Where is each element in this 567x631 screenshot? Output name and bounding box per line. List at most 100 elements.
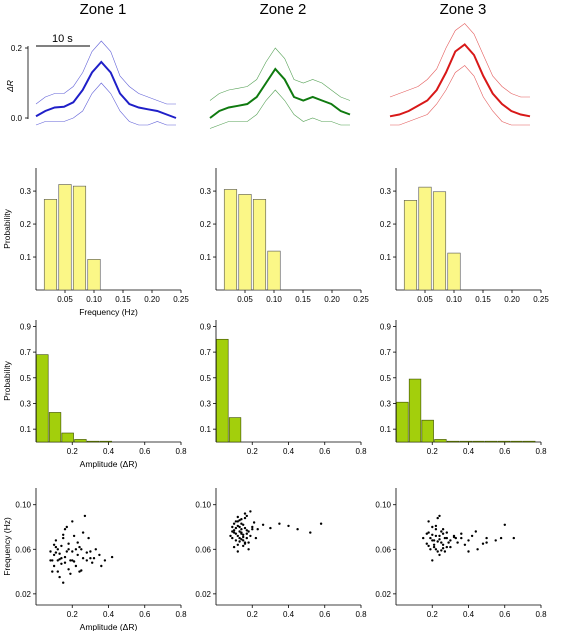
scatter-point bbox=[432, 545, 436, 549]
scatter-x-tick-label: 0.2 bbox=[67, 610, 79, 619]
freq-hist-y-tick-label: 0.2 bbox=[380, 220, 392, 229]
scatter-point bbox=[110, 555, 114, 559]
scatter-point bbox=[296, 528, 299, 531]
freq-hist-x-tick-label: 0.05 bbox=[417, 295, 433, 304]
scatter-x-axis-label: Amplitude (ΔR) bbox=[80, 622, 138, 631]
scatter-point bbox=[83, 514, 87, 518]
scatter-point bbox=[247, 548, 250, 551]
freq-hist-x-tick-label: 0.10 bbox=[86, 295, 102, 304]
scatter-point bbox=[243, 526, 247, 530]
amp-hist-bar bbox=[408, 378, 422, 443]
scatter-point bbox=[432, 539, 436, 542]
response-y-axis-label: ΔR bbox=[5, 80, 15, 93]
scatter-point bbox=[60, 557, 63, 560]
amp-hist-bar bbox=[61, 432, 74, 443]
scatter-point bbox=[245, 529, 248, 532]
scatter-point bbox=[460, 536, 463, 540]
amp-hist-bar bbox=[421, 419, 434, 443]
trace-mean-line bbox=[389, 43, 531, 118]
freq-hist-bar bbox=[418, 186, 432, 291]
scatter-point bbox=[443, 536, 447, 540]
freq-hist-bar bbox=[447, 252, 461, 291]
freq-hist-y-tick-label: 0.1 bbox=[380, 253, 392, 262]
scatter-point bbox=[242, 535, 245, 539]
frequency-histogram-row: 0.05 0.10 0.15 0.20 0.25 0.1 0.2 0.3 Probability… bbox=[2, 168, 549, 317]
amp-hist-bar bbox=[228, 417, 242, 443]
freq-hist-bar bbox=[72, 185, 87, 291]
scatter-point bbox=[240, 522, 243, 525]
scatter-point bbox=[231, 536, 234, 540]
scatter-point bbox=[236, 524, 239, 528]
scatter-point bbox=[240, 518, 243, 521]
scatter-point bbox=[49, 559, 52, 562]
scatter-point bbox=[429, 536, 432, 540]
scatter-point bbox=[441, 543, 445, 546]
amp-hist-y-tick-label: 0.5 bbox=[20, 374, 32, 383]
scatter-point bbox=[443, 550, 447, 553]
scatter-point bbox=[52, 553, 56, 557]
scatter-point bbox=[232, 529, 236, 532]
scatter-point bbox=[238, 519, 241, 522]
amp-hist-x-tick-label: 0.8 bbox=[355, 447, 367, 456]
scatter-x-tick-label: 0.8 bbox=[355, 610, 367, 619]
amp-hist-x-axis-label: Amplitude (ΔR) bbox=[80, 459, 138, 469]
freq-hist-x-tick-label: 0.25 bbox=[533, 295, 549, 304]
amp-hist-y-tick-label: 0.9 bbox=[200, 322, 212, 331]
amp-hist-bar bbox=[510, 440, 523, 443]
amp-hist-y-tick-label: 0.7 bbox=[20, 348, 32, 357]
amp-hist-bar bbox=[99, 440, 112, 443]
freq-hist-x-tick-label: 0.25 bbox=[353, 295, 369, 304]
scatter-point bbox=[447, 541, 450, 544]
scatter-point bbox=[85, 559, 89, 562]
amplitude-histogram-row: 0.2 0.4 0.6 0.8 0.1 0.3 0.5 0.7 0.9 Probability Am… bbox=[2, 320, 547, 469]
scatter-point bbox=[232, 531, 236, 534]
amp-hist-y-tick-label: 0.1 bbox=[20, 425, 32, 434]
scatter-point bbox=[252, 521, 256, 524]
trace-upper-bound bbox=[209, 47, 351, 101]
trace-lower-bound bbox=[209, 89, 350, 129]
amp-hist-x-tick-label: 0.8 bbox=[175, 447, 187, 456]
scatter-point bbox=[247, 541, 250, 544]
scatter-point bbox=[441, 547, 445, 550]
freq-hist-y-tick-label: 0.1 bbox=[200, 253, 212, 262]
scatter-point bbox=[54, 551, 58, 554]
scatter-point bbox=[71, 559, 74, 562]
scatter-point bbox=[287, 524, 290, 528]
scatter-point bbox=[485, 536, 488, 540]
scatter-point bbox=[503, 523, 506, 526]
scatter-point bbox=[49, 550, 52, 553]
scatter-y-tick-label: 0.06 bbox=[15, 545, 31, 554]
scatter-point bbox=[427, 520, 430, 523]
scatter-point bbox=[440, 530, 443, 533]
scatter-point bbox=[63, 561, 67, 564]
scatter-point bbox=[436, 550, 439, 553]
scatter-point bbox=[81, 557, 85, 560]
scatter-point bbox=[460, 532, 463, 535]
scatter-x-tick-label: 0.8 bbox=[175, 610, 187, 619]
trace-mean-line bbox=[35, 60, 177, 119]
scatter-point bbox=[74, 548, 78, 551]
scatter-point bbox=[242, 523, 245, 526]
scatter-point bbox=[238, 540, 241, 543]
amp-hist-x-tick-label: 0.4 bbox=[283, 447, 295, 456]
scatter-point bbox=[242, 539, 245, 542]
scatter-point bbox=[454, 536, 457, 540]
scatter-point bbox=[470, 534, 474, 538]
scatter-x-tick-label: 0.8 bbox=[535, 610, 547, 619]
scatter-point bbox=[232, 522, 236, 525]
scatter-point bbox=[476, 548, 479, 551]
scatter-point bbox=[72, 560, 76, 563]
scatter-point bbox=[229, 534, 232, 538]
scatter-point bbox=[236, 550, 239, 553]
scatter-y-tick-label: 0.06 bbox=[195, 545, 211, 554]
scatter-point bbox=[242, 533, 245, 536]
scatter-point bbox=[78, 570, 81, 573]
scatter-point bbox=[425, 532, 428, 535]
scatter-point bbox=[427, 544, 430, 548]
scatter-y-tick-label: 0.10 bbox=[375, 501, 391, 510]
scatter-point bbox=[425, 542, 428, 545]
scatter-point bbox=[67, 548, 70, 551]
scatter-point bbox=[243, 516, 247, 520]
scatter-point bbox=[54, 545, 58, 549]
